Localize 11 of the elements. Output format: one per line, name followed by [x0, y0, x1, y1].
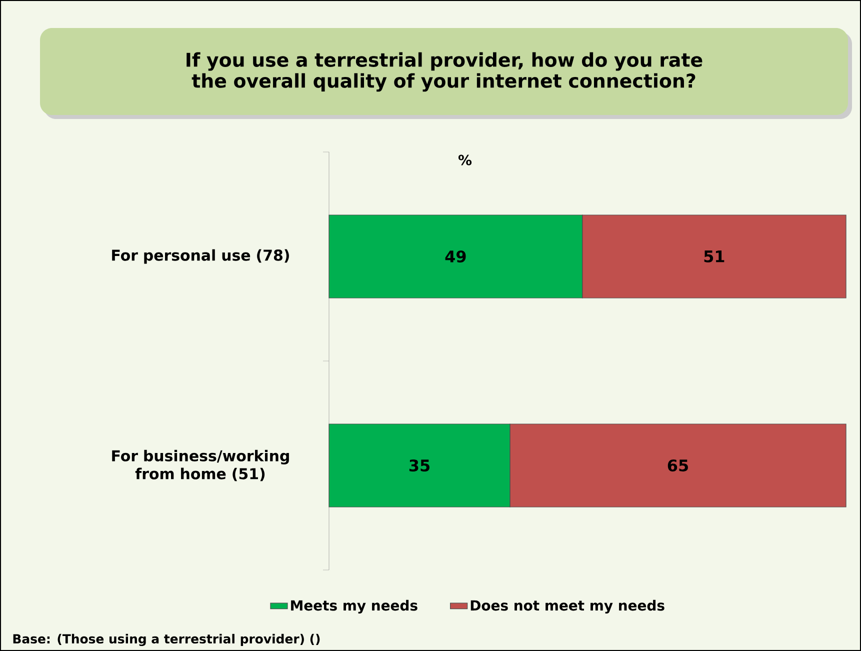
text: Base: (Those using a terrestrial provider) (): [13, 634, 320, 646]
annotation: %: [458, 154, 472, 166]
chart-title: If you use a terrestrial provider, how do you rate the overall quality of your internet connection?: [186, 52, 702, 92]
legend-label: Meets my needs: [291, 600, 418, 614]
data-label: 65: [668, 459, 688, 472]
data-label: 49: [445, 250, 466, 262]
data-label: 35: [409, 459, 430, 472]
legend-label: Does not meet my needs: [470, 600, 664, 614]
y-tick-label: For business/working from home (51): [112, 450, 289, 482]
data-label: 51: [704, 250, 724, 262]
y-tick-label: For personal use (78): [112, 249, 289, 264]
